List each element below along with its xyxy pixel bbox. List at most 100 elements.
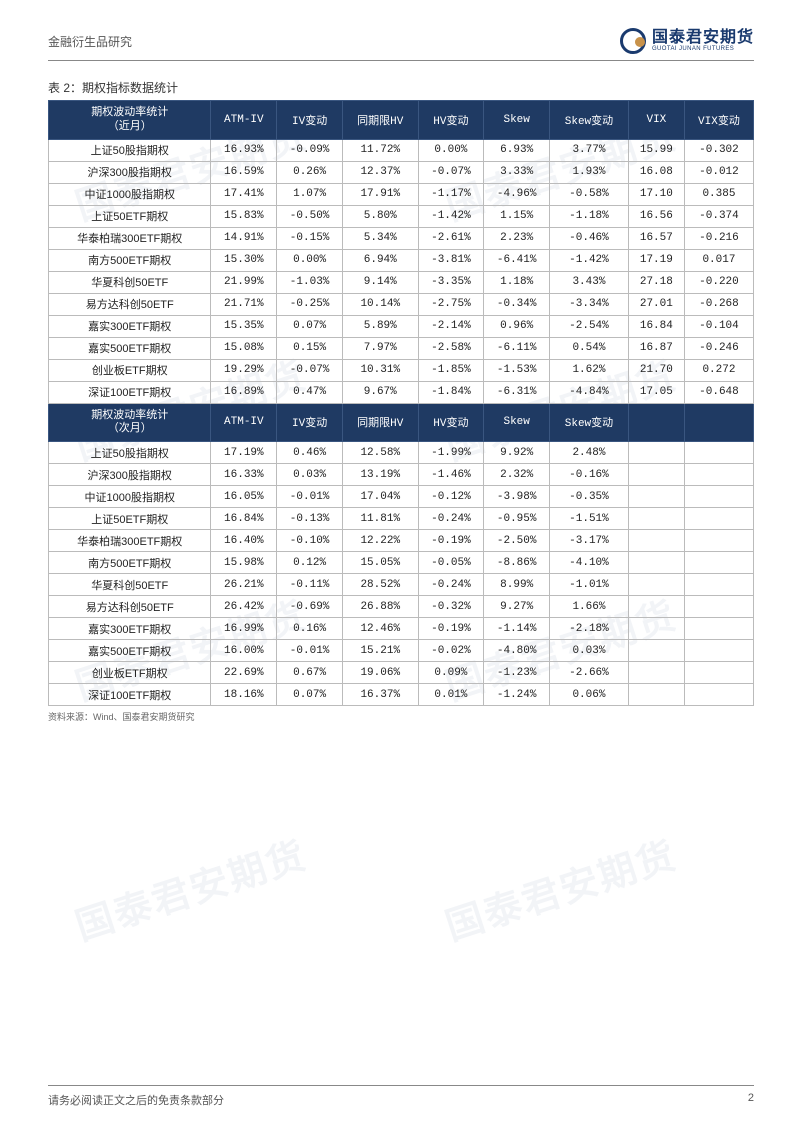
data-cell: 1.62% xyxy=(550,359,629,381)
data-cell: -0.01% xyxy=(277,640,343,662)
row-label: 沪深300股指期权 xyxy=(49,464,211,486)
data-cell xyxy=(684,662,753,684)
row-label: 华夏科创50ETF xyxy=(49,574,211,596)
data-cell: 21.71% xyxy=(211,293,277,315)
table-row: 华夏科创50ETF21.99%-1.03%9.14%-3.35%1.18%3.4… xyxy=(49,271,754,293)
column-header: Skew xyxy=(484,101,550,140)
data-cell: 0.272 xyxy=(684,359,753,381)
logo-text-en: GUOTAI JUNAN FUTURES xyxy=(652,46,754,52)
data-cell: -0.012 xyxy=(684,161,753,183)
data-cell: 27.01 xyxy=(628,293,684,315)
data-cell: 0.385 xyxy=(684,183,753,205)
row-label: 中证1000股指期权 xyxy=(49,183,211,205)
data-cell: -2.50% xyxy=(484,530,550,552)
column-header: ATM-IV xyxy=(211,101,277,140)
data-cell: -6.41% xyxy=(484,249,550,271)
row-label: 嘉实300ETF期权 xyxy=(49,618,211,640)
data-cell: 15.99 xyxy=(628,139,684,161)
row-label: 华泰柏瑞300ETF期权 xyxy=(49,530,211,552)
section-header: 期权波动率统计（次月） xyxy=(49,403,211,442)
data-cell: 12.22% xyxy=(343,530,419,552)
data-cell: 6.94% xyxy=(343,249,419,271)
data-cell: -1.42% xyxy=(418,205,484,227)
data-cell: -0.216 xyxy=(684,227,753,249)
data-cell xyxy=(628,684,684,706)
data-cell: 2.48% xyxy=(550,442,629,464)
data-cell: -0.104 xyxy=(684,315,753,337)
data-cell: -0.46% xyxy=(550,227,629,249)
watermark: 国泰君安期货 xyxy=(437,824,682,950)
data-cell: 17.04% xyxy=(343,486,419,508)
data-cell: 16.87 xyxy=(628,337,684,359)
table-row: 上证50ETF期权16.84%-0.13%11.81%-0.24%-0.95%-… xyxy=(49,508,754,530)
data-cell: -1.46% xyxy=(418,464,484,486)
data-cell: 19.06% xyxy=(343,662,419,684)
data-cell xyxy=(628,596,684,618)
data-cell: 0.01% xyxy=(418,684,484,706)
data-cell: 16.40% xyxy=(211,530,277,552)
data-cell: 17.41% xyxy=(211,183,277,205)
brand-logo: 国泰君安期货 GUOTAI JUNAN FUTURES xyxy=(620,28,754,54)
column-header: VIX xyxy=(628,101,684,140)
data-cell: 0.03% xyxy=(277,464,343,486)
data-cell: -2.66% xyxy=(550,662,629,684)
data-cell: -6.31% xyxy=(484,381,550,403)
data-cell: 1.66% xyxy=(550,596,629,618)
data-cell: 16.05% xyxy=(211,486,277,508)
data-cell: 27.18 xyxy=(628,271,684,293)
data-cell: -0.374 xyxy=(684,205,753,227)
source-note: 资料来源：Wind、国泰君安期货研究 xyxy=(48,710,754,723)
logo-text-cn: 国泰君安期货 xyxy=(652,30,754,46)
data-cell: 2.32% xyxy=(484,464,550,486)
data-cell xyxy=(684,486,753,508)
data-cell: 9.92% xyxy=(484,442,550,464)
data-cell: 0.03% xyxy=(550,640,629,662)
data-cell: 0.09% xyxy=(418,662,484,684)
data-cell: -0.34% xyxy=(484,293,550,315)
data-cell: 15.35% xyxy=(211,315,277,337)
data-cell xyxy=(684,596,753,618)
data-cell xyxy=(684,618,753,640)
row-label: 上证50ETF期权 xyxy=(49,508,211,530)
data-cell: -0.32% xyxy=(418,596,484,618)
column-header: IV变动 xyxy=(277,101,343,140)
data-cell: -0.02% xyxy=(418,640,484,662)
data-cell: 16.57 xyxy=(628,227,684,249)
table-row: 深证100ETF期权18.16%0.07%16.37%0.01%-1.24%0.… xyxy=(49,684,754,706)
data-cell: 13.19% xyxy=(343,464,419,486)
column-header: HV变动 xyxy=(418,403,484,442)
data-cell: 0.67% xyxy=(277,662,343,684)
table-title: 表 2：期权指标数据统计 xyxy=(48,79,754,96)
data-cell: 15.05% xyxy=(343,552,419,574)
data-cell: 15.83% xyxy=(211,205,277,227)
data-cell: -0.24% xyxy=(418,574,484,596)
data-cell: 15.98% xyxy=(211,552,277,574)
data-cell: -0.19% xyxy=(418,530,484,552)
data-cell: 5.89% xyxy=(343,315,419,337)
table-row: 上证50ETF期权15.83%-0.50%5.80%-1.42%1.15%-1.… xyxy=(49,205,754,227)
column-header-empty xyxy=(628,403,684,442)
data-cell: 15.21% xyxy=(343,640,419,662)
data-cell: 14.91% xyxy=(211,227,277,249)
data-cell xyxy=(628,640,684,662)
data-cell: -4.96% xyxy=(484,183,550,205)
table-row: 创业板ETF期权19.29%-0.07%10.31%-1.85%-1.53%1.… xyxy=(49,359,754,381)
data-cell: -2.54% xyxy=(550,315,629,337)
data-cell: -0.69% xyxy=(277,596,343,618)
data-cell: 9.14% xyxy=(343,271,419,293)
data-cell: 12.37% xyxy=(343,161,419,183)
data-cell: 21.70 xyxy=(628,359,684,381)
data-cell: -3.98% xyxy=(484,486,550,508)
row-label: 易方达科创50ETF xyxy=(49,293,211,315)
data-cell: -2.14% xyxy=(418,315,484,337)
data-cell xyxy=(628,464,684,486)
column-header-empty xyxy=(684,403,753,442)
data-cell: 10.31% xyxy=(343,359,419,381)
column-header: Skew xyxy=(484,403,550,442)
data-cell: -0.07% xyxy=(418,161,484,183)
page-header: 金融衍生品研究 国泰君安期货 GUOTAI JUNAN FUTURES xyxy=(48,0,754,61)
data-cell: 9.27% xyxy=(484,596,550,618)
table-row: 华夏科创50ETF26.21%-0.11%28.52%-0.24%8.99%-1… xyxy=(49,574,754,596)
table-row: 上证50股指期权17.19%0.46%12.58%-1.99%9.92%2.48… xyxy=(49,442,754,464)
data-cell: 15.08% xyxy=(211,337,277,359)
